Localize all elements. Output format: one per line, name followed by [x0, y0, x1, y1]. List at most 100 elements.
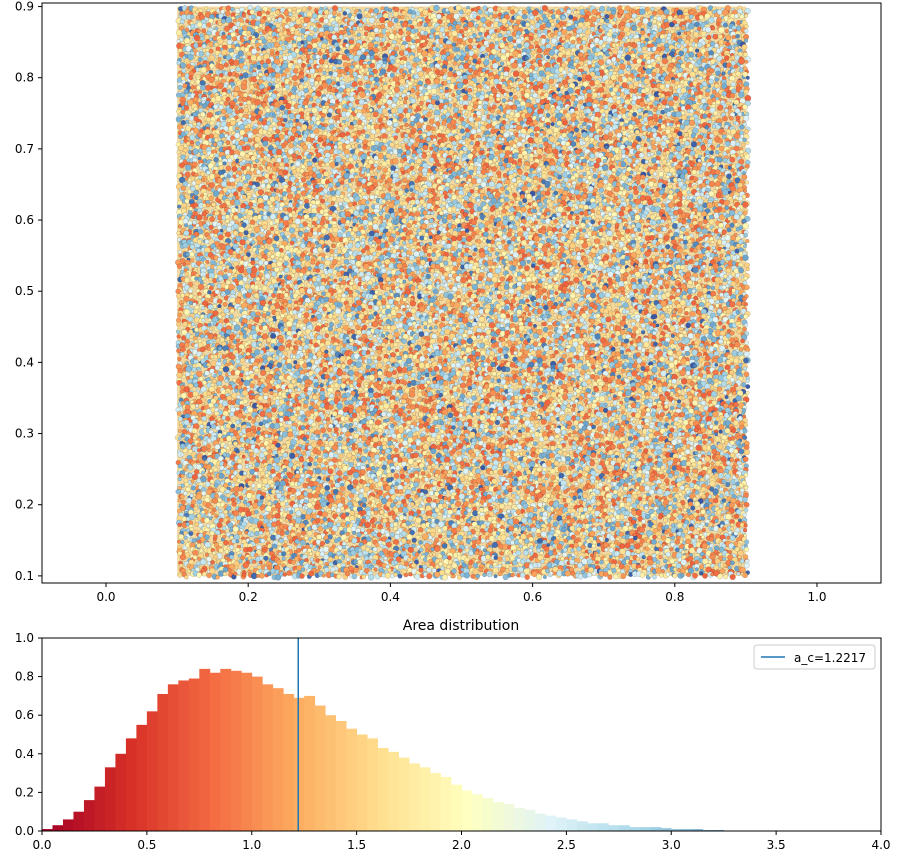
cell [492, 105, 497, 110]
cell [360, 92, 366, 98]
cell [309, 59, 314, 64]
cell [291, 16, 296, 21]
cell [521, 139, 525, 143]
cell [379, 73, 382, 76]
cell [665, 47, 670, 52]
cell [631, 100, 636, 105]
cell [639, 147, 644, 152]
cell [429, 63, 434, 68]
cell [479, 27, 485, 33]
cell [218, 22, 221, 25]
cell [188, 54, 194, 60]
cell [626, 52, 630, 56]
cell [690, 72, 696, 78]
cell [262, 30, 267, 35]
cell [509, 92, 513, 96]
cell [439, 44, 443, 48]
cell [743, 115, 749, 121]
cell [473, 45, 477, 49]
cell [343, 11, 347, 15]
cell [598, 59, 604, 65]
cell [570, 147, 574, 151]
cell [189, 76, 193, 80]
cell [706, 35, 711, 40]
cell [370, 63, 375, 68]
cell [347, 32, 351, 36]
cell [204, 129, 210, 135]
cell [709, 134, 714, 139]
cell [547, 129, 553, 135]
cell [599, 6, 605, 12]
cell [473, 104, 477, 108]
cell [650, 105, 654, 109]
cell [492, 88, 498, 94]
cell [616, 91, 620, 95]
cell [529, 15, 534, 20]
cell [178, 85, 183, 90]
cell [217, 83, 223, 89]
cell [652, 11, 657, 16]
cell [217, 141, 222, 146]
cell [734, 133, 740, 139]
cell [617, 133, 622, 138]
cell [251, 146, 255, 150]
cell [259, 24, 263, 28]
cell [576, 34, 580, 38]
cell [218, 64, 224, 70]
cell [574, 24, 577, 27]
cell [611, 10, 616, 15]
cell [448, 71, 454, 77]
cell [565, 50, 570, 55]
cell [620, 60, 624, 64]
cell [484, 77, 487, 80]
cell [609, 137, 613, 141]
cell [196, 141, 200, 145]
cell [496, 57, 501, 62]
cell [382, 47, 386, 51]
cell [512, 105, 517, 110]
cell [699, 76, 703, 80]
cell [448, 48, 452, 52]
cell [664, 9, 670, 15]
cell [449, 83, 455, 89]
cell [423, 145, 428, 150]
cell [447, 107, 451, 111]
cell [484, 110, 488, 114]
cell [378, 29, 382, 33]
cell [418, 55, 422, 59]
cell [250, 10, 255, 15]
cell [688, 47, 693, 52]
cell [662, 58, 668, 64]
cell [658, 105, 662, 109]
cell [669, 22, 674, 27]
cell [595, 125, 599, 129]
cell [542, 78, 546, 82]
cell [301, 63, 305, 67]
cell [585, 113, 588, 116]
cell [740, 125, 745, 130]
cell [664, 116, 667, 119]
cell [511, 62, 517, 68]
cell [310, 121, 314, 125]
cell [580, 117, 584, 121]
cell [613, 24, 617, 28]
cell [272, 32, 277, 37]
cell [411, 39, 415, 43]
cell [443, 81, 447, 85]
cell [637, 27, 641, 31]
cell [674, 15, 678, 19]
cell [311, 107, 317, 113]
cell [361, 129, 365, 133]
cell [401, 135, 404, 138]
cell [398, 30, 403, 35]
cell [271, 78, 275, 82]
cell [578, 71, 582, 75]
cell [693, 32, 698, 37]
cell [525, 56, 529, 60]
cell [258, 96, 262, 100]
cell [349, 96, 355, 102]
cell [250, 104, 255, 109]
cell [615, 43, 619, 47]
cell [566, 76, 570, 80]
cell [690, 77, 694, 81]
